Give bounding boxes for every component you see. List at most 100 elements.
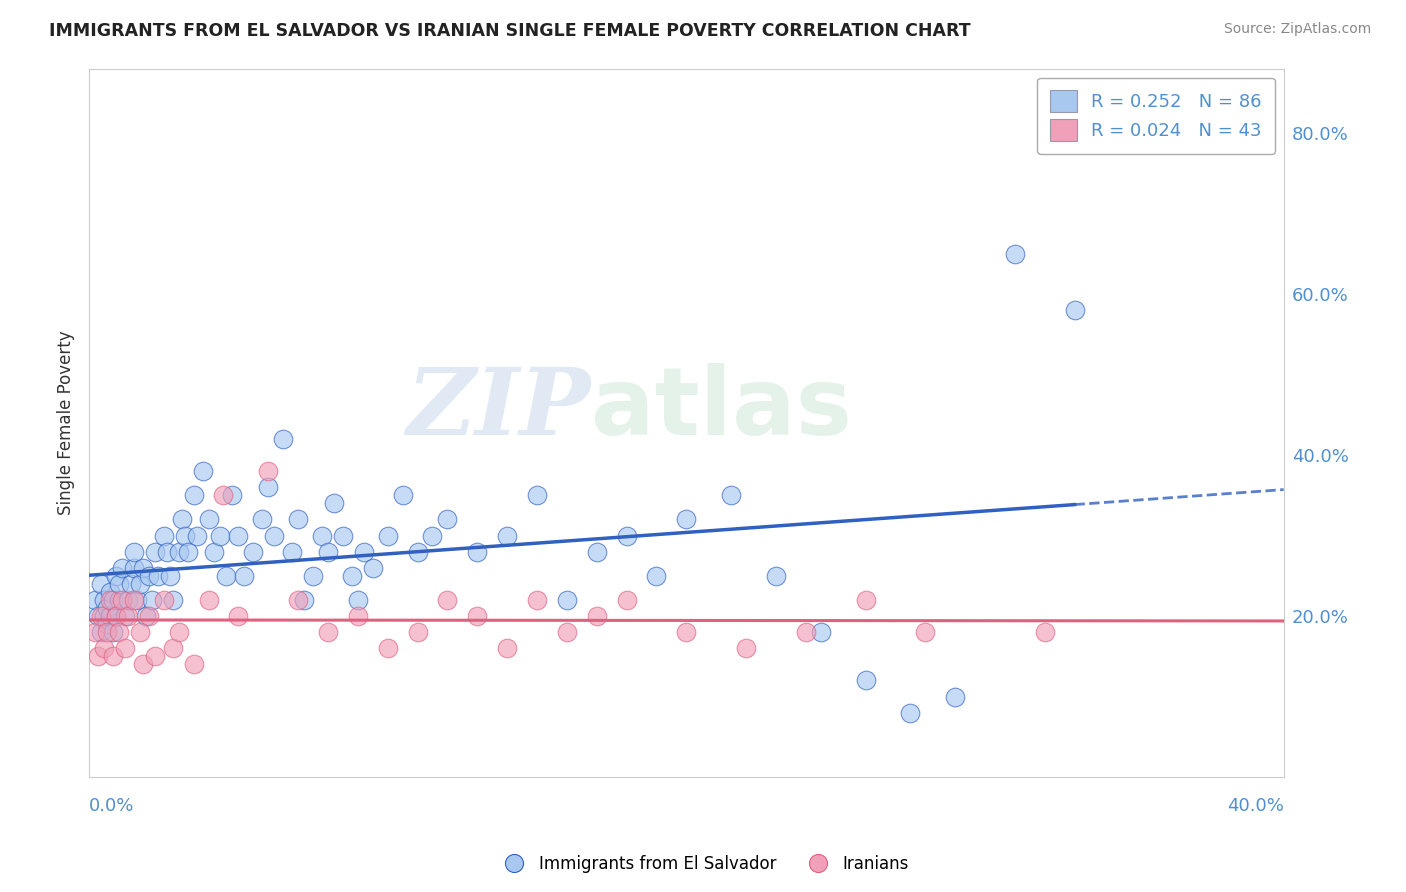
Point <box>794 625 817 640</box>
Point <box>197 593 219 607</box>
Point <box>675 512 697 526</box>
Point <box>90 576 112 591</box>
Point <box>84 593 107 607</box>
Point <box>84 625 107 640</box>
Point <box>323 496 346 510</box>
Point <box>347 593 370 607</box>
Point <box>585 609 607 624</box>
Point <box>183 488 205 502</box>
Point <box>855 673 877 688</box>
Point <box>465 609 488 624</box>
Point <box>332 528 354 542</box>
Point <box>90 609 112 624</box>
Point <box>212 488 235 502</box>
Point <box>162 641 184 656</box>
Point <box>204 544 226 558</box>
Point <box>197 512 219 526</box>
Point <box>186 528 208 542</box>
Point <box>496 528 519 542</box>
Point <box>104 609 127 624</box>
Point <box>96 617 118 632</box>
Point <box>215 568 238 582</box>
Point <box>555 593 578 607</box>
Point <box>422 528 444 542</box>
Point <box>98 593 121 607</box>
Point <box>128 625 150 640</box>
Point <box>183 657 205 672</box>
Point <box>135 609 157 624</box>
Point <box>132 560 155 574</box>
Point <box>159 568 181 582</box>
Point <box>101 649 124 664</box>
Point <box>377 528 399 542</box>
Point <box>292 593 315 607</box>
Text: IMMIGRANTS FROM EL SALVADOR VS IRANIAN SINGLE FEMALE POVERTY CORRELATION CHART: IMMIGRANTS FROM EL SALVADOR VS IRANIAN S… <box>49 22 970 40</box>
Point <box>122 560 145 574</box>
Point <box>406 544 429 558</box>
Point <box>93 593 115 607</box>
Point <box>406 625 429 640</box>
Point <box>114 609 136 624</box>
Point <box>242 544 264 558</box>
Point <box>87 649 110 664</box>
Legend: R = 0.252   N = 86, R = 0.024   N = 43: R = 0.252 N = 86, R = 0.024 N = 43 <box>1038 78 1275 154</box>
Point <box>93 609 115 624</box>
Point <box>943 690 966 704</box>
Point <box>167 625 190 640</box>
Point <box>252 512 274 526</box>
Point <box>810 625 832 640</box>
Point <box>765 568 787 582</box>
Point <box>132 657 155 672</box>
Point <box>311 528 333 542</box>
Point <box>316 625 339 640</box>
Point <box>104 568 127 582</box>
Point <box>340 568 363 582</box>
Point <box>122 593 145 607</box>
Point <box>128 576 150 591</box>
Point <box>526 488 548 502</box>
Text: atlas: atlas <box>591 363 852 455</box>
Point <box>271 432 294 446</box>
Point <box>287 593 309 607</box>
Point <box>316 544 339 558</box>
Text: Source: ZipAtlas.com: Source: ZipAtlas.com <box>1223 22 1371 37</box>
Point <box>111 593 134 607</box>
Point <box>96 625 118 640</box>
Text: 0.0%: 0.0% <box>89 797 135 815</box>
Point <box>228 609 250 624</box>
Point <box>645 568 668 582</box>
Point <box>143 544 166 558</box>
Legend: Immigrants from El Salvador, Iranians: Immigrants from El Salvador, Iranians <box>491 848 915 880</box>
Point <box>1063 303 1085 318</box>
Point <box>377 641 399 656</box>
Point <box>616 528 638 542</box>
Point <box>138 609 160 624</box>
Point <box>302 568 325 582</box>
Point <box>720 488 742 502</box>
Point <box>141 593 163 607</box>
Point <box>104 609 127 624</box>
Point <box>281 544 304 558</box>
Point <box>156 544 179 558</box>
Point <box>616 593 638 607</box>
Point <box>170 512 193 526</box>
Point <box>152 593 174 607</box>
Point <box>108 576 131 591</box>
Text: ZIP: ZIP <box>406 364 591 454</box>
Point <box>114 641 136 656</box>
Point <box>257 480 280 494</box>
Point <box>221 488 243 502</box>
Point <box>735 641 758 656</box>
Point <box>143 649 166 664</box>
Point <box>526 593 548 607</box>
Point <box>120 576 142 591</box>
Point <box>1004 246 1026 260</box>
Point <box>898 706 921 720</box>
Point <box>287 512 309 526</box>
Point <box>496 641 519 656</box>
Point <box>87 609 110 624</box>
Point <box>152 528 174 542</box>
Point <box>353 544 375 558</box>
Point <box>257 464 280 478</box>
Text: 40.0%: 40.0% <box>1227 797 1284 815</box>
